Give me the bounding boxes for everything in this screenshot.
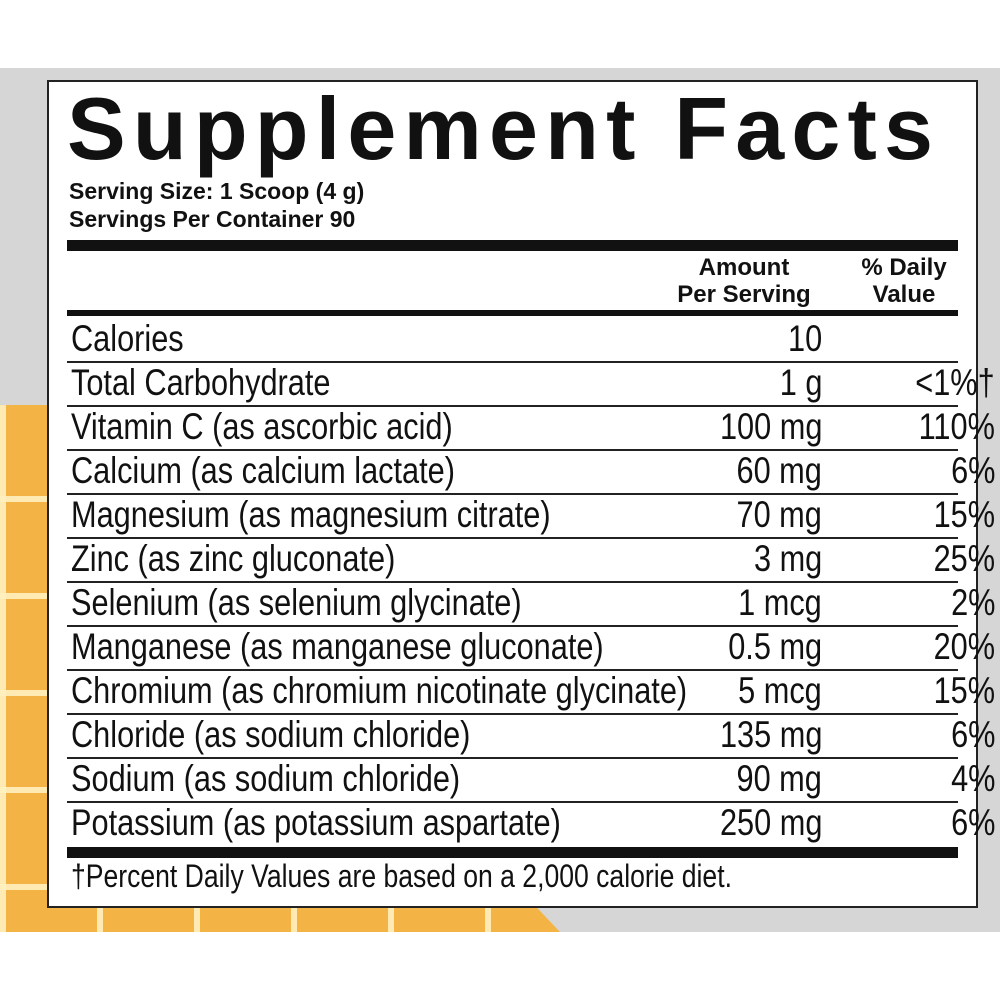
amount-header: Amount Per Serving bbox=[659, 254, 829, 308]
nutrient-daily-value: 15% bbox=[933, 494, 995, 535]
nutrient-amount: 3 mg bbox=[753, 538, 822, 579]
nutrient-amount: 250 mg bbox=[719, 802, 822, 843]
nutrient-amount: 0.5 mg bbox=[728, 626, 822, 667]
nutrient-row: Sodium (as sodium chloride) 90 mg 4% bbox=[67, 757, 995, 803]
nutrient-daily-value: 6% bbox=[950, 450, 995, 491]
nutrient-row: Vitamin C (as ascorbic acid) 100 mg 110% bbox=[67, 405, 995, 451]
nutrient-name: Total Carbohydrate bbox=[71, 362, 331, 403]
nutrient-name: Calcium (as calcium lactate) bbox=[71, 450, 455, 491]
nutrient-row: Zinc (as zinc gluconate) 3 mg 25% bbox=[67, 537, 995, 583]
nutrient-row: Chloride (as sodium chloride) 135 mg 6% bbox=[67, 713, 995, 759]
servings-per-container: Servings Per Container 90 bbox=[69, 206, 356, 232]
header-divider bbox=[67, 310, 958, 316]
footnote: †Percent Daily Values are based on a 2,0… bbox=[71, 858, 732, 894]
nutrient-amount: 5 mcg bbox=[738, 670, 822, 711]
serving-size: Serving Size: 1 Scoop (4 g) bbox=[69, 178, 365, 204]
nutrient-amount: 1 mcg bbox=[738, 582, 822, 623]
nutrient-row: Calories 10 bbox=[67, 317, 958, 363]
nutrient-amount: 60 mg bbox=[736, 450, 822, 491]
nutrient-name: Manganese (as manganese gluconate) bbox=[71, 626, 604, 667]
nutrient-daily-value: 2% bbox=[950, 582, 995, 623]
nutrient-amount: 90 mg bbox=[736, 758, 822, 799]
nutrient-name: Calories bbox=[71, 318, 184, 359]
nutrient-name: Potassium (as potassium aspartate) bbox=[71, 802, 561, 843]
nutrient-row: Manganese (as manganese gluconate) 0.5 mg… bbox=[67, 625, 995, 671]
nutrient-row: Selenium (as selenium glycinate) 1 mcg 2% bbox=[67, 581, 995, 627]
nutrient-daily-value: 15% bbox=[933, 670, 995, 711]
nutrient-daily-value: 110% bbox=[918, 406, 995, 447]
amount-header-line2: Per Serving bbox=[677, 281, 811, 308]
panel-title: Supplement Facts bbox=[67, 79, 941, 178]
nutrient-daily-value: 6% bbox=[950, 802, 995, 843]
nutrient-daily-value: <1%† bbox=[915, 362, 995, 403]
nutrient-name: Zinc (as zinc gluconate) bbox=[71, 538, 396, 579]
nutrient-amount: 70 mg bbox=[736, 494, 822, 535]
nutrient-daily-value: 6% bbox=[950, 714, 995, 755]
dv-header-line1: % Daily bbox=[861, 254, 947, 281]
nutrient-name: Chloride (as sodium chloride) bbox=[71, 714, 471, 755]
nutrient-name: Selenium (as selenium glycinate) bbox=[71, 582, 522, 623]
daily-value-header: % Daily Value bbox=[839, 254, 969, 308]
nutrient-name: Vitamin C (as ascorbic acid) bbox=[71, 406, 453, 447]
nutrient-row: Potassium (as potassium aspartate) 250 mg… bbox=[67, 801, 995, 845]
nutrient-amount: 135 mg bbox=[719, 714, 822, 755]
nutrient-name: Magnesium (as magnesium citrate) bbox=[71, 494, 551, 535]
supplement-facts-panel: Supplement Facts Serving Size: 1 Scoop (… bbox=[47, 79, 995, 908]
nutrient-daily-value: 4% bbox=[950, 758, 995, 799]
nutrient-amount: 10 bbox=[787, 318, 822, 359]
nutrient-name: Chromium (as chromium nicotinate glycina… bbox=[71, 670, 688, 711]
dv-header-line2: Value bbox=[872, 281, 936, 308]
nutrient-amount: 1 g bbox=[779, 362, 822, 403]
amount-header-line1: Amount bbox=[698, 254, 790, 281]
nutrient-name: Sodium (as sodium chloride) bbox=[71, 758, 461, 799]
nutrient-daily-value: 25% bbox=[933, 538, 995, 579]
bottom-thick-divider bbox=[67, 847, 958, 858]
nutrient-amount: 100 mg bbox=[719, 406, 822, 447]
thick-divider bbox=[67, 240, 958, 251]
nutrient-row: Magnesium (as magnesium citrate) 70 mg 15% bbox=[67, 493, 995, 539]
nutrient-row: Total Carbohydrate 1 g <1%† bbox=[67, 361, 995, 407]
nutrient-row: Chromium (as chromium nicotinate glycina… bbox=[67, 669, 995, 715]
nutrient-row: Calcium (as calcium lactate) 60 mg 6% bbox=[67, 449, 995, 495]
nutrient-daily-value: 20% bbox=[933, 626, 995, 667]
